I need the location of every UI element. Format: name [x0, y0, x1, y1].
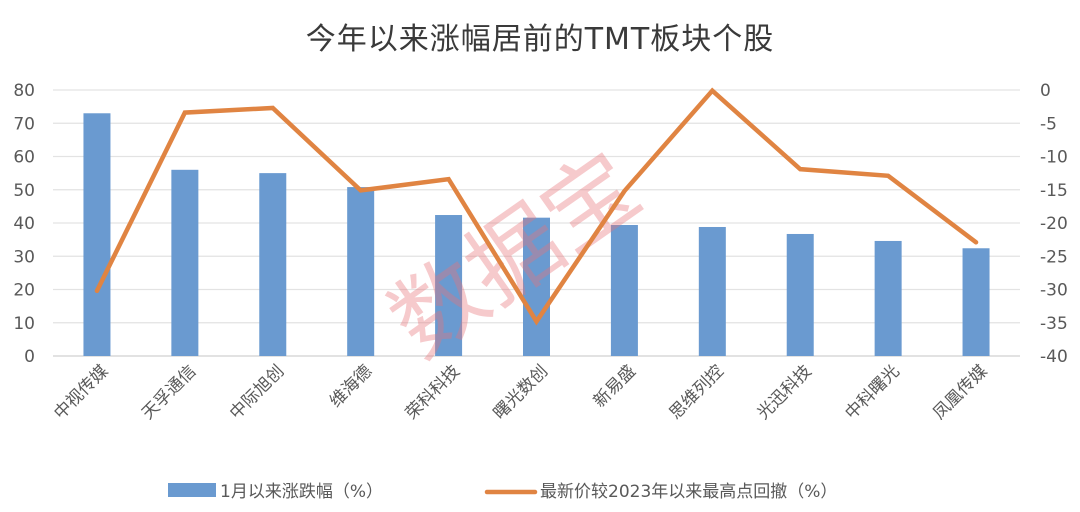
right-tick-label: -20: [1040, 214, 1068, 234]
legend-bar-label: 1月以来涨跌幅（%）: [220, 482, 383, 502]
right-tick-label: -5: [1040, 114, 1057, 134]
right-tick-label: -40: [1040, 347, 1068, 367]
left-tick-label: 40: [13, 214, 35, 234]
left-tick-label: 70: [13, 114, 35, 134]
left-axis: 80 70 60 50 40 30 20 10 0: [13, 81, 35, 367]
drawdown-line: [94, 87, 979, 326]
left-tick-label: 0: [24, 347, 35, 367]
x-axis-labels: 中视传媒 天孚通信 中际旭创 维海德 荣科科技 曙光数创 新易盛 思维列控 光迅科技 中科曙光 凤凰…: [50, 361, 991, 423]
bar: [610, 224, 638, 356]
legend-line-label: 最新价较2023年以来最高点回撤（%）: [540, 482, 837, 502]
right-tick-label: -15: [1040, 181, 1068, 201]
left-tick-label: 20: [13, 281, 35, 301]
right-tick-label: -10: [1040, 148, 1068, 168]
category-label: 中视传媒: [50, 361, 112, 423]
category-label: 光迅科技: [754, 361, 816, 423]
category-label: 曙光数创: [490, 361, 552, 423]
legend: 1月以来涨跌幅（%） 最新价较2023年以来最高点回撤（%）: [168, 482, 837, 502]
category-label: 中科曙光: [841, 361, 903, 423]
bar: [874, 240, 902, 356]
right-tick-label: -30: [1040, 281, 1068, 301]
bar: [347, 187, 375, 356]
bar: [171, 169, 199, 356]
bar-series: [83, 113, 990, 357]
bar: [786, 233, 814, 356]
bar: [435, 215, 463, 356]
left-tick-label: 30: [13, 247, 35, 267]
category-label: 天孚通信: [138, 361, 200, 423]
category-label: 凤凰传媒: [929, 361, 991, 423]
category-label: 维海德: [326, 361, 376, 411]
bar: [83, 113, 111, 357]
line-series: [94, 87, 979, 326]
left-tick-label: 80: [13, 81, 35, 101]
bar: [962, 248, 990, 356]
left-tick-label: 10: [13, 314, 35, 334]
left-tick-label: 50: [13, 181, 35, 201]
category-label: 思维列控: [666, 361, 728, 423]
left-tick-label: 60: [13, 148, 35, 168]
category-label: 新易盛: [590, 361, 640, 411]
bar: [259, 173, 287, 356]
chart-title: 今年以来涨幅居前的TMT板块个股: [305, 22, 775, 57]
bar: [523, 217, 550, 356]
category-label: 中际旭创: [226, 361, 288, 423]
right-axis: 0 -5 -10 -15 -20 -25 -30 -35 -40: [1040, 81, 1068, 367]
bar: [698, 226, 726, 356]
right-tick-label: -25: [1040, 247, 1068, 267]
legend-bar-swatch: [168, 483, 216, 497]
right-tick-label: -35: [1040, 314, 1068, 334]
right-tick-label: 0: [1040, 81, 1051, 101]
